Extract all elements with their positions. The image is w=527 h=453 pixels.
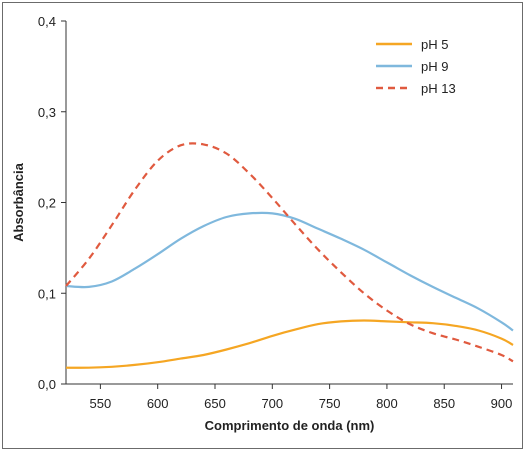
series-line-ph-9: [65, 211, 514, 332]
x-tick-label: 850: [433, 396, 455, 411]
legend-label-ph-5: pH 5: [421, 37, 448, 52]
x-axis-title: Comprimento de onda (nm): [205, 418, 375, 433]
axes-layer: 0,0 0,1 0,2 0,3 0,4 550 600 650 700 750 800 850 900: [38, 14, 513, 411]
legend-label-ph-13: pH 13: [421, 81, 456, 96]
series-line-ph-5: [65, 319, 514, 369]
x-tick-label: 800: [376, 396, 398, 411]
x-tick-label: 550: [90, 396, 112, 411]
y-axis-title: Absorbância: [11, 162, 26, 242]
series-layer: [65, 142, 514, 369]
legend: pH 5 pH 9 pH 13: [376, 37, 456, 96]
y-tick-label: 0,4: [38, 14, 56, 29]
y-tick-label: 0,3: [38, 105, 56, 120]
chart-frame: [2, 2, 523, 449]
y-tick-label: 0,2: [38, 196, 56, 211]
legend-label-ph-9: pH 9: [421, 59, 448, 74]
y-tick-label: 0,1: [38, 286, 56, 301]
x-tick-label: 600: [147, 396, 169, 411]
x-tick-label: 650: [204, 396, 226, 411]
x-tick-label: 700: [261, 396, 283, 411]
x-tick-label: 900: [491, 396, 513, 411]
series-line-ph-13: [65, 142, 514, 363]
y-tick-label: 0,0: [38, 377, 56, 392]
x-tick-label: 750: [319, 396, 341, 411]
